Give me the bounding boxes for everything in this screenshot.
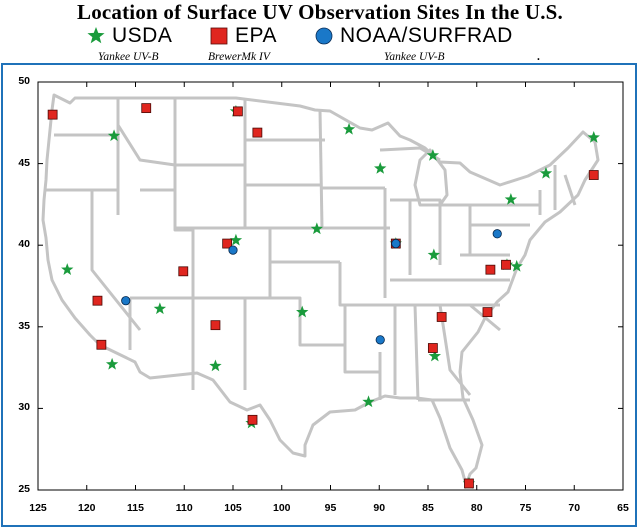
legend-epa-instrument: BrewerMk IV [208, 51, 270, 63]
x-tick-label: 115 [127, 502, 144, 514]
legend-noaa-label: NOAA/SURFRAD [340, 24, 513, 47]
y-axis [38, 81, 623, 491]
usda-site-marker [61, 263, 74, 275]
x-axis [37, 82, 624, 490]
usda-site-marker [362, 395, 375, 408]
epa-site-marker [92, 295, 103, 306]
legend-usda: USDA [86, 24, 172, 48]
y-tick-label: 30 [18, 401, 30, 414]
usda-site-marker [426, 148, 440, 161]
epa-site-marker [464, 478, 474, 489]
star-icon [87, 27, 105, 44]
usda-site-marker [374, 162, 387, 174]
plot-area [37, 81, 624, 491]
epa-site-marker [47, 109, 58, 120]
y-tick-label: 50 [18, 75, 30, 87]
noaa-site-marker [121, 296, 131, 306]
usda-site-marker [153, 302, 167, 315]
x-tick-label: 100 [272, 502, 291, 514]
x-tick-label: 80 [470, 502, 483, 514]
usda-site-marker [105, 357, 119, 370]
legend-usda-instrument: Yankee UV-B [98, 51, 159, 63]
usda-site-marker [587, 130, 600, 143]
epa-site-marker [501, 259, 511, 270]
epa-site-marker [485, 264, 496, 275]
circle-icon [315, 27, 333, 45]
epa-site-marker [436, 312, 447, 322]
legend-epa: EPA [209, 24, 277, 48]
x-tick-label: 120 [77, 502, 96, 514]
map-frame [1, 63, 637, 527]
epa-site-marker [252, 127, 263, 138]
usda-site-marker [342, 122, 356, 135]
legend: USDA EPA NOAA/SURFRAD [0, 24, 640, 52]
epa-site-marker [588, 170, 599, 180]
epa-site-marker [96, 339, 107, 350]
usda-site-marker [296, 305, 309, 318]
usda-site-marker [428, 349, 442, 362]
epa-site-marker [222, 238, 233, 249]
usda-site-marker [539, 166, 553, 179]
x-tick-label: 75 [519, 502, 532, 514]
legend-epa-label: EPA [235, 24, 277, 47]
x-tick-label: 65 [617, 502, 629, 514]
site-markers [47, 103, 600, 489]
y-tick-label: 25 [18, 483, 30, 495]
x-tick-label: 105 [224, 502, 242, 514]
usda-site-marker [229, 233, 243, 246]
legend-usda-label: USDA [112, 24, 173, 47]
epa-site-marker [210, 320, 221, 331]
epa-site-marker [178, 266, 189, 277]
x-tick-label: 110 [175, 502, 193, 514]
noaa-site-marker [228, 245, 238, 255]
usda-site-marker [209, 359, 222, 372]
legend-noaa-instrument: Yankee UV-B [384, 51, 445, 63]
epa-site-marker [141, 103, 152, 114]
map-title: Location of Surface UV Observation Sites… [76, 0, 564, 24]
x-tick-label: 85 [422, 502, 434, 514]
noaa-site-marker [492, 229, 502, 239]
usda-site-marker [310, 222, 324, 235]
usda-site-marker [510, 259, 523, 272]
x-tick-label: 70 [568, 502, 581, 514]
y-tick-label: 45 [18, 156, 30, 169]
usda-site-marker [107, 129, 121, 142]
x-tick-label: 90 [373, 502, 386, 514]
usda-site-marker [504, 193, 518, 205]
x-tick-label: 95 [324, 502, 337, 514]
legend-noaa: NOAA/SURFRAD [314, 24, 513, 48]
square-icon [210, 27, 228, 45]
epa-site-marker [427, 343, 438, 353]
epa-site-marker [247, 414, 258, 425]
trailing-mark: . [537, 51, 540, 63]
usda-site-marker [427, 248, 441, 261]
y-tick-label: 35 [18, 319, 30, 332]
x-tick-label: 125 [29, 502, 47, 514]
epa-site-marker [232, 106, 243, 117]
epa-site-marker [482, 307, 493, 318]
noaa-site-marker [375, 335, 385, 345]
noaa-site-marker [391, 238, 401, 249]
y-tick-label: 40 [18, 238, 30, 251]
